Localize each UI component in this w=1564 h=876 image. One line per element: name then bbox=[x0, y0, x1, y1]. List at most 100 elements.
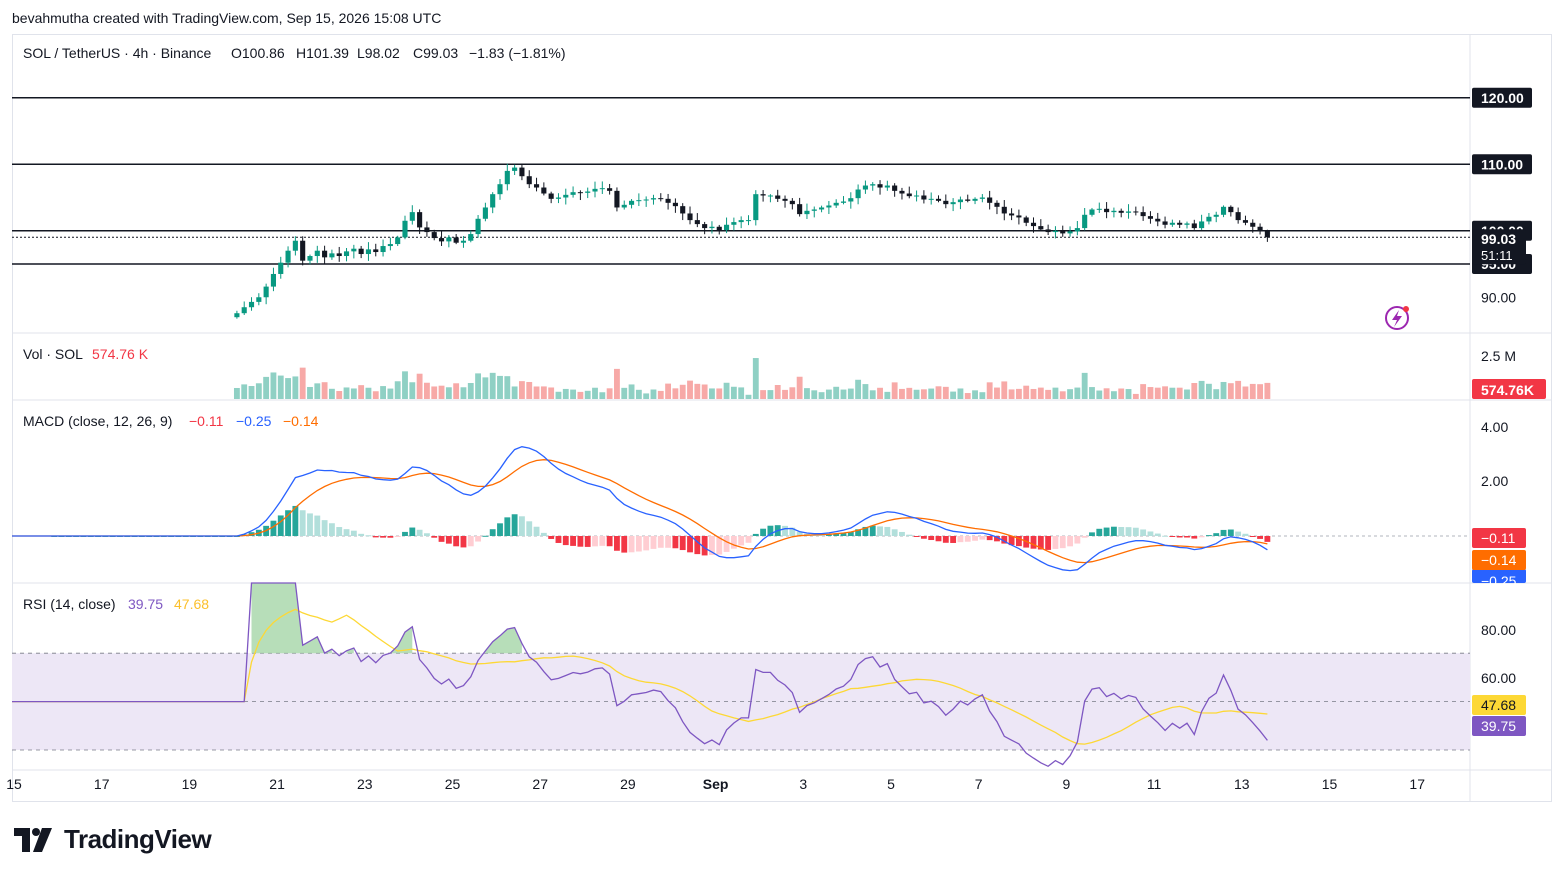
tradingview-logo-icon bbox=[14, 827, 52, 852]
candle-body bbox=[1133, 211, 1139, 213]
candle-body bbox=[687, 213, 693, 221]
candle-body bbox=[490, 194, 496, 208]
time-label-0: 15 bbox=[6, 776, 22, 792]
candle-body bbox=[680, 206, 686, 214]
volume-bar bbox=[1184, 389, 1190, 399]
candle-body bbox=[775, 195, 781, 199]
rsi-title: RSI (14, close) bbox=[23, 596, 116, 612]
candle-body bbox=[1177, 222, 1183, 225]
candle-body bbox=[965, 199, 971, 201]
candle-body bbox=[322, 250, 328, 258]
candle-body bbox=[402, 220, 408, 238]
macd-hist-bar bbox=[1220, 529, 1227, 536]
volume-bar bbox=[694, 383, 701, 399]
candle-body bbox=[570, 192, 576, 195]
bar-countdown: 51:11 bbox=[1481, 248, 1513, 263]
macd-hist-bar bbox=[467, 536, 474, 547]
macd-hist-bar bbox=[1096, 528, 1103, 536]
candle-body bbox=[921, 195, 927, 200]
legend-low: L98.02 bbox=[357, 45, 400, 61]
volume-bar bbox=[840, 389, 847, 399]
candle-body bbox=[1220, 206, 1227, 215]
macd-hist-bar bbox=[1154, 533, 1161, 536]
macd-hist-bar bbox=[701, 536, 708, 556]
candle-body bbox=[314, 250, 320, 257]
time-label-14: 13 bbox=[1234, 776, 1250, 792]
volume-bar bbox=[847, 388, 854, 399]
macd-hist-bar bbox=[767, 525, 774, 536]
macd-hist-bar bbox=[1125, 527, 1132, 536]
candle-body bbox=[424, 227, 430, 233]
time-label-12: 9 bbox=[1063, 776, 1071, 792]
candle-body bbox=[789, 200, 795, 205]
tradingview-logo-text: TradingView bbox=[64, 824, 212, 854]
candle-body bbox=[1213, 214, 1219, 217]
legend-symbol: SOL / TetherUS · 4h · Binance bbox=[23, 45, 212, 61]
macd-hist-bar bbox=[570, 536, 577, 546]
volume-bar bbox=[497, 375, 503, 399]
candle-body bbox=[928, 198, 934, 200]
candle-body bbox=[533, 184, 540, 188]
volume-bar bbox=[263, 376, 270, 399]
volume-bar bbox=[482, 377, 489, 399]
candle-body bbox=[1038, 226, 1044, 230]
macd-hist-bar bbox=[928, 536, 935, 541]
candle-body bbox=[555, 197, 562, 199]
volume-bar bbox=[804, 388, 810, 399]
volume-bar bbox=[1067, 389, 1073, 399]
candle-body bbox=[497, 184, 503, 195]
candle-body bbox=[950, 202, 956, 205]
tradingview-logo[interactable]: TradingView bbox=[14, 824, 212, 855]
volume-bar bbox=[928, 388, 935, 399]
candle-body bbox=[643, 199, 649, 201]
candle-body bbox=[628, 200, 635, 205]
rsi-band bbox=[12, 652, 1470, 751]
macd-hist-bar bbox=[679, 536, 686, 551]
volume-bar bbox=[1081, 372, 1088, 399]
legend-change: −1.83 (−1.81%) bbox=[469, 45, 566, 61]
candle-body bbox=[862, 185, 868, 190]
rsi-line bbox=[12, 582, 1268, 768]
candle-body bbox=[358, 248, 364, 255]
candle-body bbox=[607, 188, 613, 191]
candle-body bbox=[694, 220, 700, 225]
candle-body bbox=[1089, 209, 1095, 215]
volume-bar bbox=[292, 376, 299, 399]
volume-bar bbox=[1015, 388, 1022, 399]
volume-bar bbox=[1249, 383, 1256, 399]
macd-hist-bar bbox=[979, 536, 986, 540]
price-tick-90: 90.00 bbox=[1481, 289, 1516, 305]
macd-hist-bar bbox=[913, 536, 920, 537]
macd-hist-bar bbox=[489, 529, 496, 536]
candle-body bbox=[395, 237, 401, 245]
volume-bar bbox=[621, 387, 628, 399]
candle-body bbox=[906, 193, 912, 197]
alert-bolt-icon[interactable] bbox=[1385, 306, 1409, 330]
macd-hist-bar bbox=[657, 536, 664, 548]
macd-hist-bar bbox=[1147, 531, 1154, 536]
macd-hist-bar bbox=[285, 510, 291, 536]
macd-hist-bar bbox=[548, 536, 555, 539]
candle-body bbox=[1242, 220, 1249, 223]
volume-bar bbox=[687, 380, 693, 399]
volume-bar bbox=[1125, 389, 1132, 399]
macd-hist-bar bbox=[869, 525, 876, 536]
volume-bar bbox=[723, 382, 730, 399]
macd-badge-signal-bg bbox=[1472, 550, 1526, 570]
candle-body bbox=[1023, 217, 1029, 223]
rsi-overbought-fill bbox=[251, 583, 522, 654]
candle-body bbox=[979, 197, 985, 199]
volume-bar bbox=[767, 390, 774, 399]
macd-hist-bar bbox=[964, 536, 971, 542]
volume-bar bbox=[906, 387, 913, 399]
candle-body bbox=[738, 220, 744, 223]
volume-bar bbox=[409, 382, 416, 399]
macd-hist-bar bbox=[350, 530, 357, 536]
volume-bar bbox=[614, 368, 620, 399]
macd-hist-bar bbox=[847, 531, 854, 536]
candle-body bbox=[1264, 231, 1270, 238]
macd-hist-bar bbox=[672, 536, 679, 549]
macd-hist-bar bbox=[789, 527, 796, 536]
macd-hist-bar bbox=[1140, 529, 1147, 536]
